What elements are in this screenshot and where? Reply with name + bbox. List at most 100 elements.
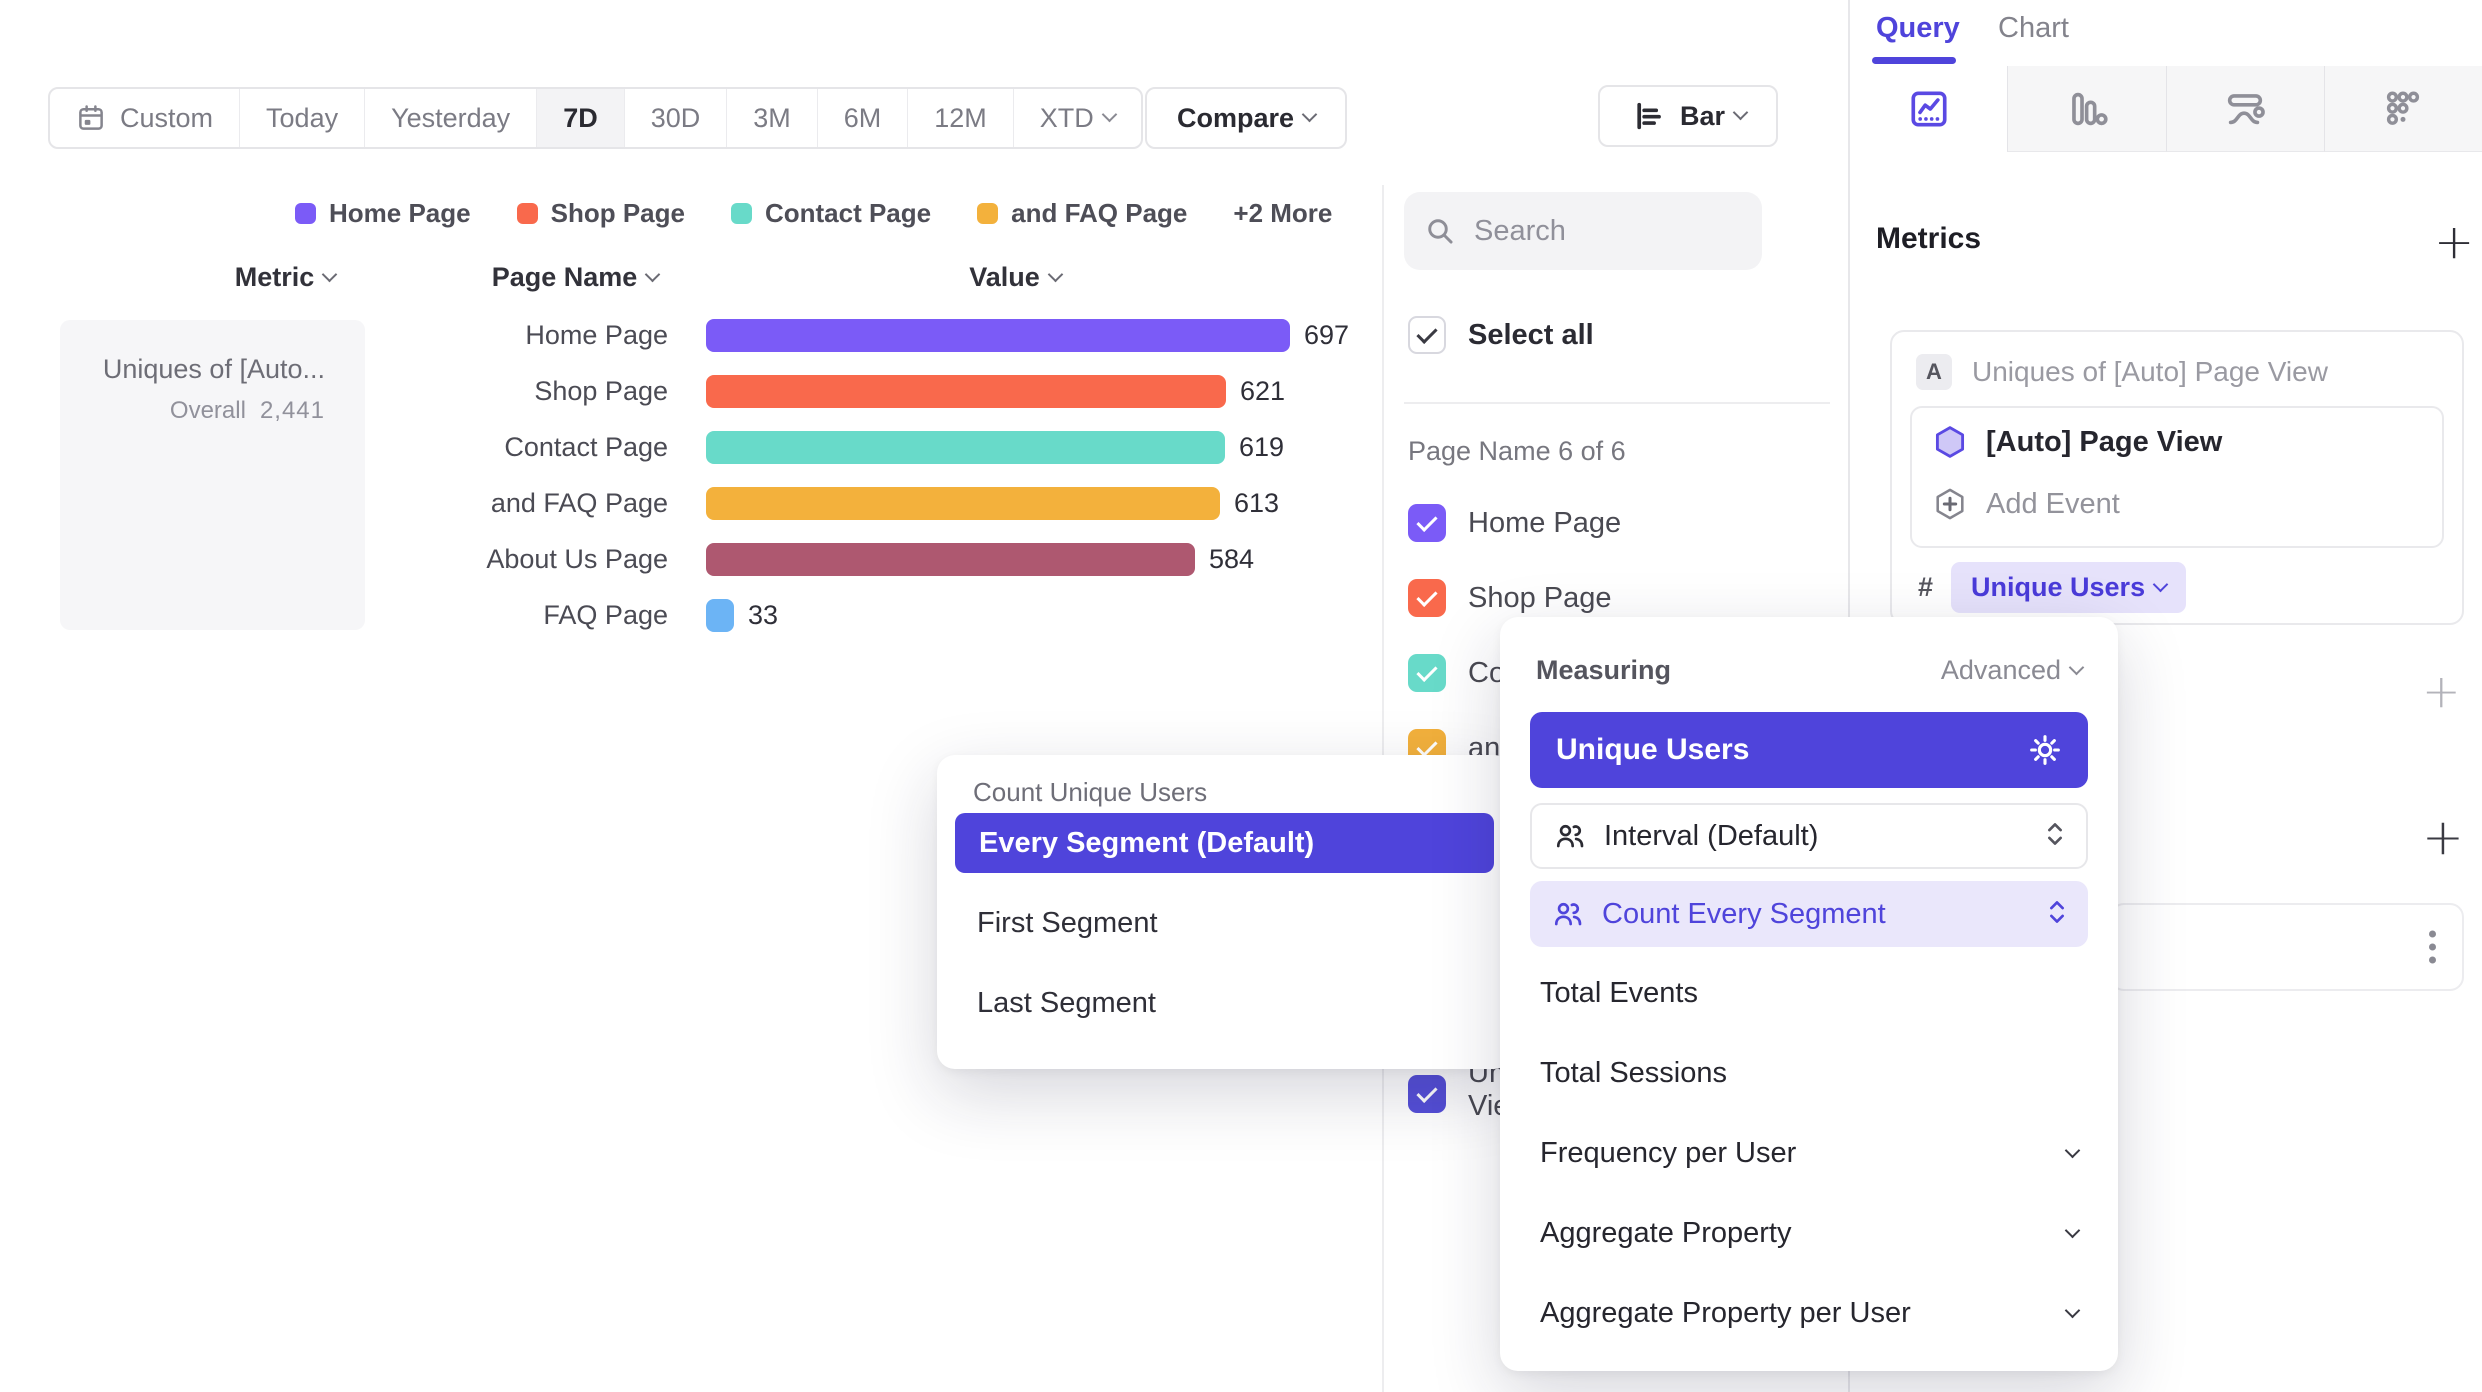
tab-query[interactable]: Query (1876, 12, 1960, 44)
stepper-icon (2046, 819, 2064, 854)
legend-swatch (295, 202, 316, 224)
date-range-6m[interactable]: 6M (818, 89, 909, 147)
page-name-column-header[interactable]: Page Name (460, 262, 690, 293)
date-range-yesterday[interactable]: Yesterday (365, 89, 538, 147)
event-name: [Auto] Page View (1986, 425, 2223, 458)
tab-retention[interactable] (2323, 66, 2482, 152)
gear-icon[interactable] (2028, 733, 2062, 767)
count-unique-users-popover: Count Unique Users Every Segment (Defaul… (937, 755, 1512, 1069)
compare-button[interactable]: Compare (1145, 87, 1348, 149)
add-filter-icon[interactable]: + (2422, 664, 2461, 718)
legend-more-link[interactable]: +2 More (1233, 197, 1333, 228)
metric-group-header[interactable]: A Uniques of [Auto] Page View (1916, 354, 2328, 390)
date-range-30d[interactable]: 30D (625, 89, 728, 147)
tab-flows[interactable] (2165, 66, 2324, 152)
option-aggregate-property[interactable]: Aggregate Property (1540, 1217, 2081, 1250)
value-column-header[interactable]: Value (920, 262, 1110, 293)
segment-checkbox[interactable] (1408, 1075, 1446, 1113)
row-label: and FAQ Page (490, 488, 668, 518)
row-label: FAQ Page (543, 600, 668, 630)
active-tab-underline (1872, 57, 1956, 64)
bar-home-page[interactable] (706, 319, 1290, 352)
date-range-7d-selected[interactable]: 7D (537, 89, 625, 147)
bar-about-us-page[interactable] (706, 543, 1195, 576)
flows-icon (2222, 86, 2268, 132)
tab-insights[interactable] (1850, 66, 2008, 152)
search-icon (1424, 215, 1456, 247)
event-card: [Auto] Page View Add Event (1910, 406, 2444, 548)
legend-item-contact-page[interactable]: Contact Page (730, 198, 931, 229)
option-total-events[interactable]: Total Events (1540, 977, 1698, 1009)
measuring-popover: Measuring Advanced Unique Users Interval… (1500, 617, 2118, 1371)
option-aggregate-property-per-user[interactable]: Aggregate Property per User (1540, 1297, 2081, 1330)
date-range-xtd[interactable]: XTD (1014, 89, 1141, 147)
option-unique-users-selected[interactable]: Unique Users (1530, 712, 2088, 788)
bar-value: 621 (1240, 376, 1286, 406)
popover-title: Count Unique Users (973, 777, 1208, 807)
number-type-icon: # (1918, 572, 1934, 602)
bar-shop-page[interactable] (706, 375, 1226, 408)
select-all-checkbox[interactable] (1408, 316, 1446, 354)
chart-row: and FAQ Page 613 (330, 487, 1279, 520)
chart-type-button[interactable]: Bar (1598, 85, 1779, 147)
count-every-segment-selector[interactable]: Count Every Segment (1530, 881, 2088, 947)
interval-selector[interactable]: Interval (Default) (1530, 803, 2088, 869)
bar-chart-icon (1630, 99, 1664, 133)
option-total-sessions[interactable]: Total Sessions (1540, 1057, 1727, 1089)
segment-search (1404, 192, 1762, 270)
kebab-menu-icon[interactable] (2429, 930, 2436, 964)
date-range-today[interactable]: Today (240, 89, 366, 147)
retention-icon (2380, 86, 2426, 132)
segment-item-home-page[interactable]: Home Page (1408, 504, 1621, 542)
chevron-down-icon (2064, 1222, 2081, 1238)
segment-item-shop-page[interactable]: Shop Page (1408, 579, 1612, 617)
tab-funnels[interactable] (2007, 66, 2166, 152)
segment-checkbox[interactable] (1408, 504, 1446, 542)
check-icon (1416, 660, 1438, 682)
breakdown-card (2110, 903, 2464, 991)
chart-row: Home Page 697 (330, 319, 1349, 352)
bar-and-faq-page[interactable] (706, 487, 1220, 520)
legend-item-and-faq-page[interactable]: and FAQ Page (977, 198, 1187, 229)
insights-icon (1906, 86, 1952, 132)
add-event-label: Add Event (1986, 487, 2120, 520)
bar-contact-page[interactable] (706, 431, 1225, 464)
metric-summary-card[interactable]: Uniques of [Auto... Overall 2,441 (60, 320, 365, 630)
advanced-toggle[interactable]: Advanced (1941, 655, 2085, 686)
legend-item-shop-page[interactable]: Shop Page (516, 198, 685, 229)
chevron-down-icon (2152, 576, 2169, 592)
check-icon (1416, 1081, 1438, 1103)
chevron-down-icon (1101, 106, 1118, 123)
date-range-custom[interactable]: Custom (50, 89, 241, 147)
metrics-heading: Metrics (1876, 222, 1982, 255)
add-metric-icon[interactable]: + (2434, 214, 2475, 270)
metric-group-card: A Uniques of [Auto] Page View [Auto] Pag… (1890, 330, 2464, 625)
date-range-12m[interactable]: 12M (908, 89, 1014, 147)
bar-value: 613 (1234, 488, 1280, 518)
segment-checkbox[interactable] (1408, 654, 1446, 692)
chevron-down-icon (1047, 266, 1064, 282)
bar-faq-page[interactable] (706, 599, 734, 632)
tab-chart[interactable]: Chart (1998, 12, 2069, 44)
option-frequency-per-user[interactable]: Frequency per User (1540, 1137, 2081, 1170)
measurement-row: # Unique Users (1918, 562, 2187, 613)
measurement-chip[interactable]: Unique Users (1951, 562, 2187, 613)
option-first-segment[interactable]: First Segment (977, 907, 1158, 939)
event-row[interactable]: [Auto] Page View (1932, 424, 2222, 460)
select-all-row[interactable]: Select all (1408, 316, 1594, 354)
search-input[interactable] (1472, 213, 1716, 249)
select-all-label: Select all (1468, 318, 1594, 351)
legend-item-home-page[interactable]: Home Page (295, 198, 471, 229)
option-every-segment-selected[interactable]: Every Segment (Default) (955, 813, 1494, 873)
report-type-tabs (1850, 66, 2482, 152)
add-breakdown-icon[interactable]: + (2422, 808, 2464, 866)
list-divider (1404, 402, 1830, 404)
chevron-down-icon (645, 266, 661, 282)
add-event-row[interactable]: Add Event (1932, 486, 2120, 522)
metric-column-header[interactable]: Metric (185, 262, 385, 293)
date-range-control: Custom Today Yesterday 7D 30D 3M 6M 12M … (48, 87, 1143, 149)
row-label: Shop Page (534, 376, 668, 406)
date-range-3m[interactable]: 3M (727, 89, 818, 147)
segment-checkbox[interactable] (1408, 579, 1446, 617)
option-last-segment[interactable]: Last Segment (977, 987, 1156, 1019)
